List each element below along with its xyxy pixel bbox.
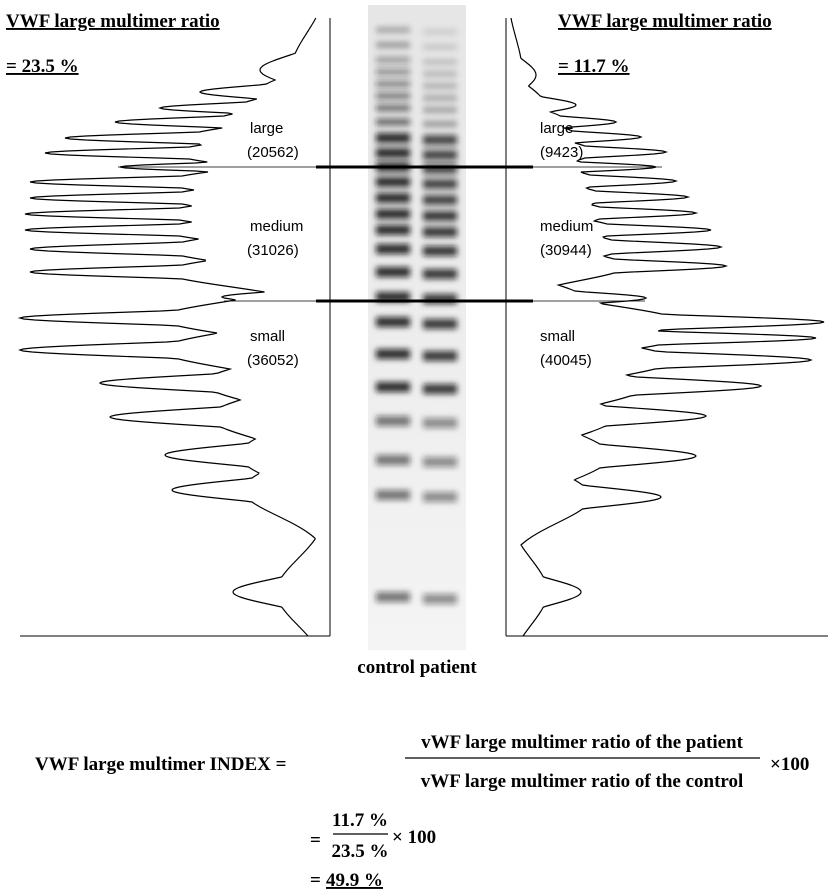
result-value: 49.9 % [326, 870, 383, 891]
gel-band [376, 490, 410, 500]
gel-band [423, 246, 457, 256]
gel-band [423, 44, 457, 51]
right-densitogram [511, 18, 824, 636]
gel-band [376, 81, 410, 88]
gel-band [423, 457, 457, 467]
right-title: VWF large multimer ratio [558, 11, 772, 32]
gel-band [423, 59, 457, 66]
region-value: (31026) [247, 242, 299, 259]
gel-band [423, 83, 457, 90]
region-value: (36052) [247, 352, 299, 369]
gel-band [423, 121, 457, 128]
gel-band [423, 95, 457, 102]
gel-band [376, 119, 410, 126]
region-label: small [540, 328, 575, 345]
left-title: VWF large multimer ratio [6, 11, 220, 32]
gel-band [423, 179, 457, 189]
step-denominator: 23.5 % [332, 841, 389, 862]
gel-band [376, 209, 410, 219]
gel-band [423, 384, 457, 394]
gel-band [376, 317, 410, 327]
gel-band [423, 492, 457, 502]
gel-band [423, 107, 457, 114]
step-multiplier: × 100 [392, 827, 436, 848]
region-label: small [250, 328, 285, 345]
formula-multiplier: ×100 [770, 754, 809, 775]
gel-band [376, 244, 410, 254]
gel-band [423, 211, 457, 221]
gel-band [423, 351, 457, 361]
gel-band [376, 148, 410, 158]
region-value: (40045) [540, 352, 592, 369]
formula-denominator: vWF large multimer ratio of the control [421, 771, 744, 792]
gel-band [376, 267, 410, 277]
formula-lhs: VWF large multimer INDEX = [35, 754, 286, 775]
gel-caption: control patient [357, 657, 477, 678]
gel-band [376, 592, 410, 602]
left-densitogram [20, 18, 316, 636]
gel-band [423, 150, 457, 160]
gel-band [376, 416, 410, 426]
gel-band [376, 105, 410, 112]
gel-band [376, 42, 410, 49]
result-prefix: = [310, 870, 321, 891]
left-ratio: = 23.5 % [6, 56, 79, 77]
figure: VWF large multimer ratio = 23.5 % VWF la… [0, 0, 831, 892]
gel-band [423, 418, 457, 428]
region-value: (9423) [540, 144, 583, 161]
region-value: (30944) [540, 242, 592, 259]
gel-band [376, 69, 410, 76]
gel-band [423, 71, 457, 78]
gel-band [376, 382, 410, 392]
gel-band [376, 455, 410, 465]
step-prefix: = [310, 830, 321, 851]
region-label: large [250, 120, 283, 137]
gel-band [423, 319, 457, 329]
region-label: medium [250, 218, 303, 235]
gel-band [423, 269, 457, 279]
gel-band [376, 225, 410, 235]
gel-band [376, 57, 410, 64]
gel-band [376, 133, 410, 143]
region-label: medium [540, 218, 593, 235]
right-ratio: = 11.7 % [558, 56, 630, 77]
gel-band [423, 29, 457, 36]
gel-band [376, 349, 410, 359]
gel-band [423, 195, 457, 205]
gel-band [376, 193, 410, 203]
gel-band [423, 135, 457, 145]
gel-band [376, 27, 410, 34]
region-value: (20562) [247, 144, 299, 161]
gel-band [423, 594, 457, 604]
region-label: large [540, 120, 573, 137]
step-numerator: 11.7 % [332, 810, 388, 831]
formula-numerator: vWF large multimer ratio of the patient [421, 732, 744, 753]
gel-band [376, 93, 410, 100]
gel-band [423, 227, 457, 237]
gel-band [376, 177, 410, 187]
